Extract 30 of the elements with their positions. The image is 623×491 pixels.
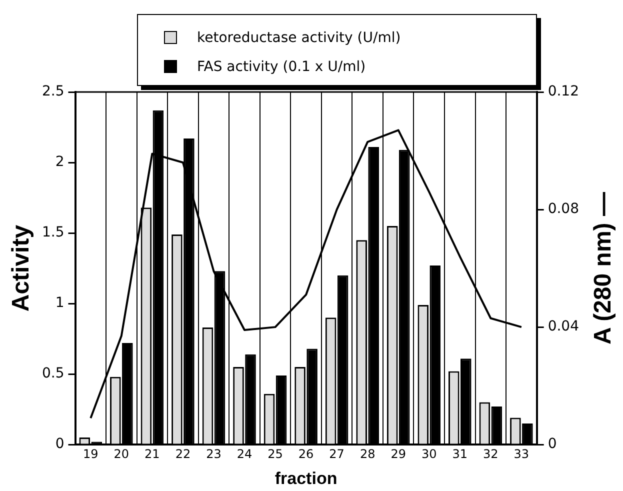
x-tick-label: 33: [514, 446, 530, 461]
y-tick-label: 2.5: [42, 84, 64, 100]
x-tick-label: 22: [175, 446, 191, 461]
legend-label: ketoreductase activity (U/ml): [197, 30, 401, 46]
y-tick-label: 0: [55, 436, 64, 452]
y2-tick-label: 0.08: [548, 201, 579, 218]
x-tick-label: 25: [268, 446, 283, 461]
x-tick-label: 26: [298, 446, 314, 461]
y-tick-label: 0.5: [42, 366, 64, 382]
x-tick-label: 23: [206, 446, 222, 461]
x-tick-label: 29: [390, 446, 406, 461]
x-tick-label: 31: [452, 446, 468, 461]
y2-axis-title: A (280 nm) —: [590, 192, 617, 345]
y-tick-label: 2: [55, 154, 64, 170]
x-tick-label: 28: [360, 446, 376, 461]
x-tick-label: 27: [329, 446, 344, 461]
x-axis-title: fraction: [274, 468, 338, 488]
y2-tick-label: 0: [548, 436, 557, 452]
y2-tick-label: 0.12: [548, 84, 579, 100]
x-tick-label: 20: [114, 446, 130, 461]
x-tick-label: 30: [421, 446, 437, 461]
y-axis-title: Activity: [8, 224, 35, 312]
y-tick-label: 1: [55, 295, 64, 312]
y-tick-label: 1.5: [42, 224, 64, 241]
x-tick-label: 32: [483, 446, 498, 461]
x-tick-label: 24: [236, 446, 252, 461]
x-tick-label: 19: [83, 446, 98, 461]
legend-label: FAS activity (0.1 x U/ml): [197, 58, 366, 74]
x-tick-label: 21: [144, 446, 160, 461]
y2-tick-label: 0.04: [548, 318, 580, 335]
